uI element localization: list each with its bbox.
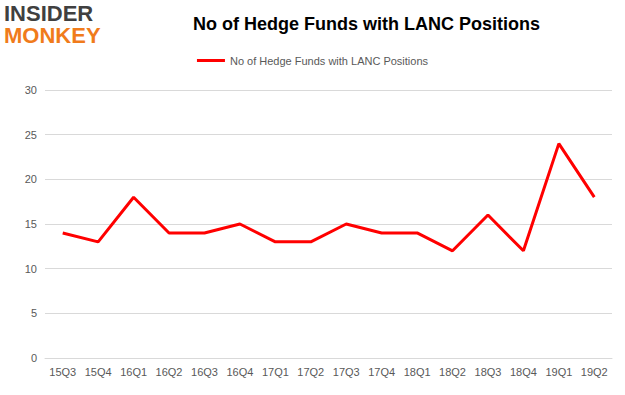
svg-text:19Q1: 19Q1 — [545, 366, 572, 378]
svg-text:No of Hedge Funds with LANC Po: No of Hedge Funds with LANC Positions — [230, 55, 429, 67]
svg-text:18Q3: 18Q3 — [475, 366, 502, 378]
svg-text:MONKEY: MONKEY — [4, 23, 101, 48]
svg-text:17Q2: 17Q2 — [297, 366, 324, 378]
svg-text:INSIDER: INSIDER — [4, 0, 94, 26]
svg-text:18Q4: 18Q4 — [510, 366, 537, 378]
svg-text:No of Hedge Funds with LANC Po: No of Hedge Funds with LANC Positions — [193, 14, 540, 34]
svg-text:15Q4: 15Q4 — [85, 366, 112, 378]
svg-text:17Q3: 17Q3 — [333, 366, 360, 378]
svg-text:17Q4: 17Q4 — [368, 366, 395, 378]
svg-text:19Q2: 19Q2 — [581, 366, 608, 378]
svg-text:10: 10 — [25, 263, 37, 275]
svg-text:16Q2: 16Q2 — [156, 366, 183, 378]
svg-text:18Q2: 18Q2 — [439, 366, 466, 378]
svg-text:17Q1: 17Q1 — [262, 366, 289, 378]
svg-text:15: 15 — [25, 218, 37, 230]
svg-text:5: 5 — [31, 307, 37, 319]
svg-text:16Q1: 16Q1 — [120, 366, 147, 378]
svg-text:16Q4: 16Q4 — [226, 366, 253, 378]
svg-text:20: 20 — [25, 173, 37, 185]
svg-text:25: 25 — [25, 129, 37, 141]
svg-text:0: 0 — [31, 352, 37, 364]
svg-text:30: 30 — [25, 84, 37, 96]
svg-text:18Q1: 18Q1 — [404, 366, 431, 378]
svg-text:15Q3: 15Q3 — [49, 366, 76, 378]
svg-text:16Q3: 16Q3 — [191, 366, 218, 378]
